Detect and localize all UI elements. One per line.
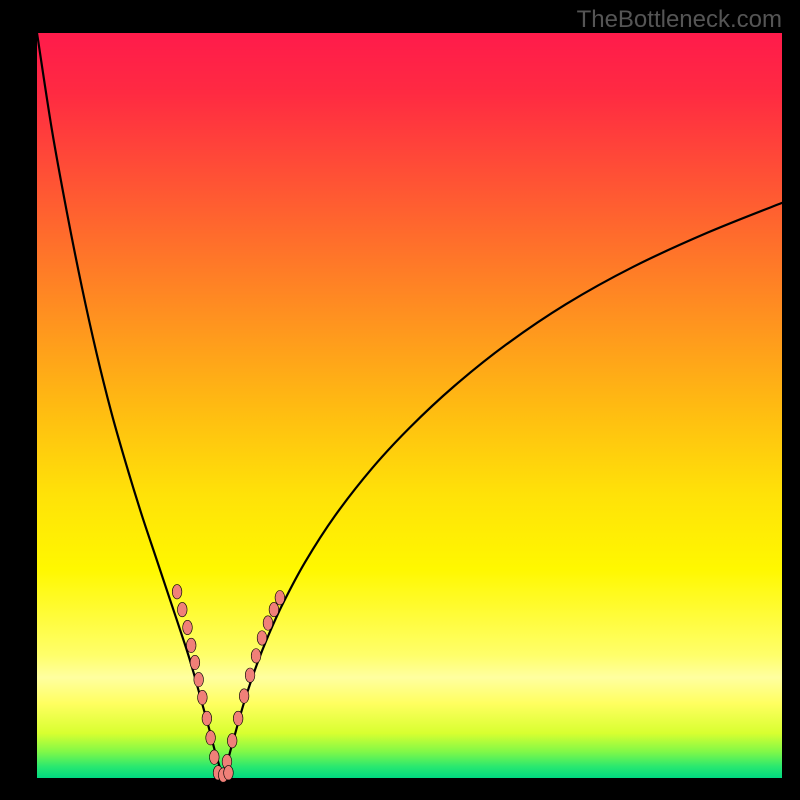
beads-right-cluster-bead [251,649,261,663]
beads-right-cluster-bead [257,631,267,645]
beads-right-cluster-bead [227,734,237,748]
beads-bottom-cluster-bead [224,766,234,780]
beads-bottom-cluster [213,766,233,783]
beads-left-cluster-bead [190,655,200,669]
beads-right-cluster-bead [263,616,273,630]
bottleneck-chart [0,0,800,800]
beads-left-cluster-bead [186,638,196,652]
beads-right-cluster-bead [275,591,285,605]
beads-right-cluster-bead [239,689,249,703]
beads-left-cluster-bead [202,711,212,725]
beads-left-cluster-bead [198,690,208,704]
beads-right-cluster-bead [233,711,243,725]
beads-left-cluster-bead [183,620,193,634]
beads-left-cluster-bead [206,731,216,745]
beads-left-cluster-bead [194,672,204,686]
beads-left-cluster-bead [172,585,182,599]
beads-right-cluster-bead [245,668,255,682]
beads-left-cluster-bead [210,750,220,764]
watermark-text: TheBottleneck.com [577,6,782,34]
beads-right-cluster-bead [269,602,279,616]
plot-background-gradient [37,33,782,778]
beads-left-cluster-bead [177,602,187,616]
